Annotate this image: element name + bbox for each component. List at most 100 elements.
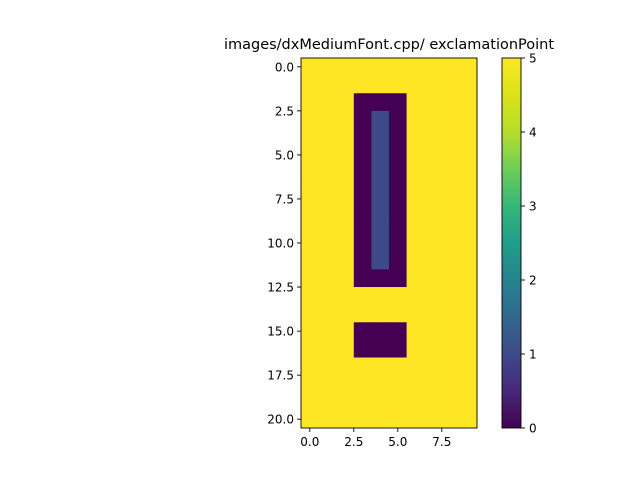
heatmap-cell (301, 163, 319, 182)
heatmap-cell (389, 93, 407, 112)
heatmap-cell (459, 58, 478, 77)
heatmap-cell (336, 392, 355, 411)
colorbar-tick-label: 3 (529, 200, 537, 214)
heatmap-cell (459, 216, 478, 235)
heatmap-cell (371, 375, 390, 394)
heatmap-cell (371, 410, 390, 429)
heatmap-cell (371, 392, 390, 411)
heatmap-cell (389, 322, 407, 341)
heatmap-cell (389, 128, 407, 147)
heatmap-cell (353, 75, 372, 94)
heatmap-cell (441, 392, 460, 411)
heatmap-cell (459, 410, 478, 429)
heatmap-cell (336, 269, 355, 288)
heatmap-cell (301, 216, 319, 235)
heatmap-cell (353, 198, 372, 217)
heatmap-cell (406, 251, 425, 270)
heatmap-cell (318, 146, 337, 165)
heatmap-cell (389, 392, 407, 411)
heatmap-cell (441, 357, 460, 376)
x-tick-label: 0.0 (300, 435, 319, 449)
heatmap-cell (441, 339, 460, 358)
heatmap-cell (459, 287, 478, 306)
heatmap-cell (459, 128, 478, 147)
heatmap-cell (459, 75, 478, 94)
heatmap-cell (441, 75, 460, 94)
heatmap-cell (301, 93, 319, 112)
heatmap-cell (318, 304, 337, 323)
heatmap-cell (371, 75, 390, 94)
colorbar-tick-label: 4 (529, 126, 537, 140)
heatmap-cell (371, 216, 390, 235)
heatmap-cell (424, 216, 443, 235)
heatmap-cell (406, 392, 425, 411)
heatmap-cell (424, 58, 443, 77)
heatmap-cell (318, 75, 337, 94)
heatmap-cell (336, 339, 355, 358)
heatmap-cell (371, 234, 390, 253)
heatmap-cell (424, 234, 443, 253)
heatmap-cell (318, 322, 337, 341)
heatmap-cell (318, 58, 337, 77)
y-tick-label: 10.0 (267, 237, 294, 251)
heatmap-cell (336, 75, 355, 94)
heatmap-cell (389, 234, 407, 253)
heatmap-cell (301, 198, 319, 217)
heatmap-cell (406, 93, 425, 112)
heatmap-cell (318, 392, 337, 411)
heatmap-cell (336, 287, 355, 306)
heatmap-cell (318, 93, 337, 112)
heatmap-cell (424, 375, 443, 394)
heatmap-cell (441, 198, 460, 217)
heatmap-cell (336, 322, 355, 341)
heatmap-cell (441, 322, 460, 341)
heatmap-cell (353, 287, 372, 306)
heatmap-cell (336, 128, 355, 147)
colorbar: 0 1 2 3 4 5 (501, 52, 537, 436)
heatmap-cell (301, 251, 319, 270)
heatmap-cell (353, 146, 372, 165)
x-tick-label: 2.5 (344, 435, 363, 449)
heatmap-cell (389, 198, 407, 217)
heatmap-cell (459, 146, 478, 165)
heatmap-cell (424, 128, 443, 147)
heatmap-cell (353, 181, 372, 200)
heatmap-cell (459, 198, 478, 217)
heatmap-cell (406, 198, 425, 217)
colorbar-gradient (501, 57, 522, 429)
heatmap-cell (441, 304, 460, 323)
heatmap-cell (424, 322, 443, 341)
heatmap-cell (441, 410, 460, 429)
heatmap-cell (441, 375, 460, 394)
heatmap-cell (353, 322, 372, 341)
colorbar-tick-label: 5 (529, 52, 537, 66)
heatmap-cell (353, 375, 372, 394)
heatmap-cell (318, 181, 337, 200)
heatmap-cell (406, 269, 425, 288)
heatmap-cell (459, 304, 478, 323)
heatmap-cell (336, 198, 355, 217)
heatmap-cell (459, 251, 478, 270)
y-tick-label: 12.5 (267, 281, 294, 295)
heatmap-cell (406, 375, 425, 394)
heatmap-cell (301, 110, 319, 129)
heatmap-cell (406, 287, 425, 306)
heatmap-cell (441, 110, 460, 129)
heatmap-cell (441, 181, 460, 200)
heatmap-cell (301, 304, 319, 323)
heatmap-cell (301, 322, 319, 341)
heatmap-cell (406, 234, 425, 253)
heatmap-cell (371, 251, 390, 270)
colorbar-tick-label: 2 (529, 274, 537, 288)
heatmap-cell (353, 128, 372, 147)
heatmap-cell (371, 110, 390, 129)
heatmap-cell (389, 251, 407, 270)
heatmap-cell (424, 110, 443, 129)
heatmap-cell (353, 392, 372, 411)
heatmap-cell (318, 287, 337, 306)
heatmap-cell (353, 269, 372, 288)
heatmap-cell (424, 410, 443, 429)
colorbar-tick-label: 0 (529, 422, 537, 436)
heatmap-cell (424, 304, 443, 323)
